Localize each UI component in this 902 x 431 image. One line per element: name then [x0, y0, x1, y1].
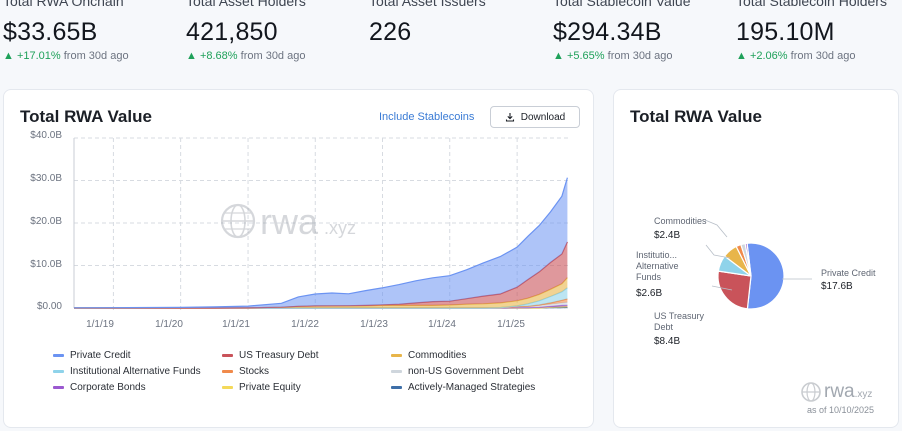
download-button[interactable]: Download: [490, 106, 580, 128]
stat-delta: ▲ +17.01% from 30d ago: [3, 50, 129, 62]
stat-value: 195.10M: [736, 18, 835, 46]
pie-slice-us-treasury-debt[interactable]: [717, 270, 752, 310]
pie-label-private-credit: Private Credit: [821, 268, 876, 278]
download-icon: [505, 113, 514, 122]
watermark-text: rwa: [260, 201, 319, 242]
rwa-logo-icon: [801, 382, 821, 402]
x-tick-label: 1/1/22: [291, 319, 319, 330]
legend-us-treasury[interactable]: US Treasury Debt: [222, 350, 318, 361]
legend-private-equity[interactable]: Private Equity: [222, 382, 301, 393]
legend-swatch: [222, 354, 233, 357]
legend-swatch: [391, 370, 402, 373]
watermark-suffix: .xyz: [324, 218, 356, 238]
rwa-logo-text: rwa.xyz: [824, 381, 873, 402]
x-tick-label: 1/1/23: [360, 319, 388, 330]
stat-label: Total Asset Issuers: [369, 0, 486, 9]
stat-value: 226: [369, 18, 412, 46]
rwa-value-pie-card: Total RWA Value Commodities $2.4B Instit…: [613, 89, 899, 428]
legend-stocks[interactable]: Stocks: [222, 366, 269, 377]
y-tick-label: $30.0B: [30, 173, 62, 184]
stat-stablecoin-value: Total Stablecoin Value $294.34B ▲ +5.65%…: [553, 0, 691, 63]
stat-asset-holders: Total Asset Holders 421,850 ▲ +8.68% fro…: [186, 0, 306, 63]
legend-swatch: [53, 370, 64, 373]
legend-private-credit[interactable]: Private Credit: [53, 350, 131, 361]
pie-label-commodities: Commodities: [654, 216, 707, 226]
y-tick-label: $40.0B: [30, 130, 62, 141]
card-title: Total RWA Value: [20, 107, 152, 126]
y-tick-label: $10.0B: [30, 259, 62, 270]
up-arrow-icon: ▲: [736, 50, 750, 62]
x-tick-label: 1/1/21: [222, 319, 250, 330]
pie-slice-corporate-bonds[interactable]: [744, 242, 752, 277]
legend-inst-alt-funds[interactable]: Institutional Alternative Funds: [53, 366, 201, 377]
legend-swatch: [53, 386, 64, 389]
area-chart-plot: rwa .xyz: [73, 137, 570, 312]
legend-swatch: [222, 386, 233, 389]
up-arrow-icon: ▲: [3, 50, 17, 62]
pie-value-inst-alt-funds: $2.6B: [636, 288, 663, 299]
legend-swatch: [391, 354, 402, 357]
download-label: Download: [520, 111, 566, 123]
card-title: Total RWA Value: [630, 107, 762, 126]
stat-delta: ▲ +5.65% from 30d ago: [553, 50, 673, 62]
x-tick-label: 1/1/20: [155, 319, 183, 330]
legend-swatch: [53, 354, 64, 357]
stat-delta: ▲ +8.68% from 30d ago: [186, 50, 306, 62]
stat-stablecoin-holders: Total Stablecoin Holders 195.10M ▲ +2.06…: [736, 0, 887, 63]
pie-slice-private-credit[interactable]: [746, 242, 785, 310]
up-arrow-icon: ▲: [186, 50, 200, 62]
legend-swatch: [222, 370, 233, 373]
area-series-non-us-government-debt[interactable]: [74, 302, 568, 308]
area-series-private-credit[interactable]: [74, 177, 568, 308]
y-tick-label: $0.00: [36, 301, 62, 312]
pie-chart-plot: [704, 219, 812, 310]
stat-asset-issuers: Total Asset Issuers 226: [369, 0, 486, 47]
legend-commodities[interactable]: Commodities: [391, 350, 466, 361]
pie-value-us-treasury: $8.4B: [654, 336, 681, 347]
as-of-date: as of 10/10/2025: [807, 405, 875, 415]
stat-label: Total RWA Onchain: [3, 0, 124, 9]
rwa-value-chart-card: Total RWA Value Include Stablecoins Down…: [3, 89, 594, 428]
area-series-line: [73, 177, 568, 309]
stat-value: $33.65B: [3, 18, 98, 46]
x-tick-label: 1/1/24: [428, 319, 456, 330]
stat-value: 421,850: [186, 18, 278, 46]
pie-label-us-treasury: US Treasury Debt: [654, 311, 705, 332]
x-tick-label: 1/1/25: [497, 319, 525, 330]
x-tick-label: 1/1/19: [86, 319, 114, 330]
up-arrow-icon: ▲: [553, 50, 567, 62]
stat-label: Total Asset Holders: [186, 0, 306, 9]
stat-value: $294.34B: [553, 18, 662, 46]
stat-delta: ▲ +2.06% from 30d ago: [736, 50, 856, 62]
pie-value-private-credit: $17.6B: [821, 281, 853, 292]
legend-actively-managed[interactable]: Actively-Managed Strategies: [391, 382, 535, 393]
y-tick-label: $20.0B: [30, 216, 62, 227]
stat-label: Total Stablecoin Value: [553, 0, 691, 9]
pie-value-commodities: $2.4B: [654, 230, 681, 241]
legend-corporate-bonds[interactable]: Corporate Bonds: [53, 382, 146, 393]
include-stablecoins-toggle[interactable]: Include Stablecoins: [379, 111, 475, 123]
rwa-watermark: rwa .xyz: [220, 201, 356, 242]
stat-label: Total Stablecoin Holders: [736, 0, 887, 9]
area-series-commodities[interactable]: [74, 277, 568, 308]
legend-swatch: [391, 386, 402, 389]
legend-non-us-gov-debt[interactable]: non-US Government Debt: [391, 366, 524, 377]
stat-total-rwa: Total RWA Onchain $33.65B ▲ +17.01% from…: [3, 0, 129, 63]
pie-label-inst-alt-funds: Institutio... Alternative Funds: [636, 250, 679, 282]
